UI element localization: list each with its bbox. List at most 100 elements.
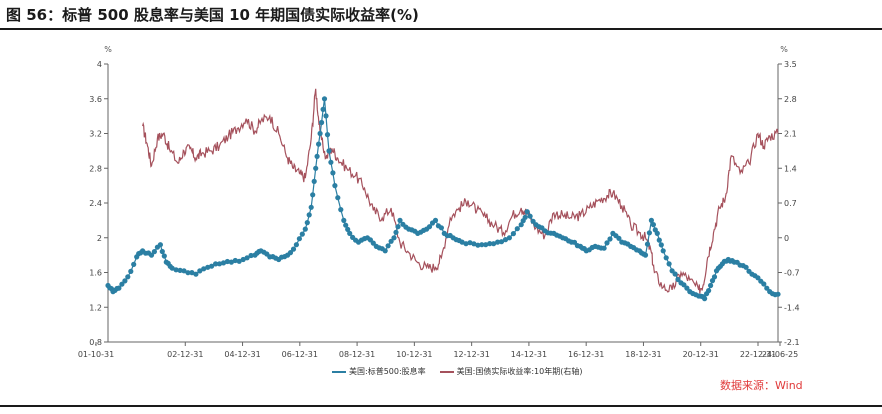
series-point-dividend [330,170,336,176]
series-point-dividend [341,217,347,223]
series-point-dividend [122,278,128,284]
series-point-dividend [228,259,234,265]
series-point-dividend [607,236,613,242]
series-point-dividend [646,230,653,236]
series-point-dividend [116,285,122,291]
series-point-dividend [642,252,649,258]
series-point-dividend [656,237,662,243]
series-point-dividend [151,249,157,255]
series-point-dividend [459,239,465,245]
right-tick-label: -0.7 [784,269,800,278]
series-point-dividend [332,183,338,189]
series-point-dividend [382,248,388,254]
right-tick-label: 2.8 [784,95,797,104]
series-point-dividend [495,239,501,245]
series-point-dividend [675,276,681,283]
series-point-dividend [128,268,134,274]
series-point-dividend [319,119,325,126]
series-point-dividend [644,241,651,247]
series-point-dividend [201,266,207,272]
right-tick-label: -2.1 [784,338,800,347]
series-point-dividend [397,217,403,223]
right-tick-label: 0 [784,234,789,243]
series-point-dividend [302,226,308,232]
series-point-dividend [321,96,328,102]
series-point-dividend [654,230,660,236]
right-tick-label: 2.1 [784,130,797,139]
legend-item-dividend: 美国:标普500:股息率 [332,366,426,377]
series-point-dividend [197,268,203,274]
legend-swatch-real-yield [439,370,454,373]
series-point-dividend [224,258,230,265]
series-point-dividend [189,270,195,276]
series-point-dividend [681,282,687,288]
series-point-dividend [185,270,191,276]
series-point-dividend [308,204,314,210]
left-tick-label: 3.2 [89,130,102,139]
x-tick-label: 18-12-31 [625,350,661,359]
bottom-rule [0,405,882,407]
series-point-dividend [498,239,505,245]
series-point-dividend [317,130,323,137]
legend-swatch-dividend [332,370,346,373]
series-point-dividend [764,285,770,291]
series-point-dividend [177,267,183,273]
series-point-dividend [524,209,530,215]
series-point-dividend [343,222,349,228]
x-tick-label: 14-12-31 [511,350,547,359]
series-point-dividend [708,282,714,289]
series-point-dividend [216,261,223,267]
series-point-dividend [775,291,781,297]
left-tick-label: 2 [97,234,102,243]
x-tick-label: 01-10-31 [78,350,114,359]
series-point-dividend [393,229,399,235]
series-point-dividend [232,257,238,264]
series-point-dividend [209,263,215,269]
series-point-dividend [702,296,708,302]
series-point-dividend [479,242,485,248]
series-point-dividend [324,132,331,138]
series-point-dividend [395,224,401,230]
series-point-dividend [370,240,376,246]
x-tick-label: 16-12-31 [568,350,604,359]
legend-label-real-yield: 美国:国债实际收益率:10年期(右轴) [456,367,583,376]
series-point-dividend [432,217,439,223]
series-point-dividend [125,274,131,280]
source-note: 数据来源：Wind [720,379,803,392]
series-point-dividend [483,242,489,248]
series-point-dividend [213,261,219,267]
series-point-dividend [426,224,433,230]
right-tick-label: 0.7 [784,199,797,208]
x-tick-label: 10-12-31 [396,350,432,359]
series-point-dividend [475,242,481,248]
series-point-dividend [169,265,175,271]
series-point-dividend [616,235,622,241]
left-tick-label: 1.2 [89,303,102,312]
series-point-dividend [306,212,312,218]
right-tick-label: -1.4 [784,303,800,312]
series-point-dividend [311,178,317,184]
series-point-dividend [220,260,227,266]
series-point-dividend [345,226,351,232]
x-tick-label: 22-12-31 [740,350,776,359]
series-point-dividend [193,271,199,277]
chart-title: 图 56：标普 500 股息率与美国 10 年期国债实际收益率(%) [6,6,419,24]
series-point-dividend [248,252,254,259]
x-tick-label: 24-06-25 [762,350,798,359]
x-tick-label: 02-12-31 [167,350,203,359]
series-point-dividend [347,230,353,236]
series-point-dividend [530,218,536,224]
series-point-dividend [672,271,678,277]
series-point-dividend [711,274,718,280]
series-point-dividend [755,275,761,281]
left-tick-label: 1.6 [89,269,102,278]
series-point-dividend [467,240,473,246]
right-unit-label: % [780,45,788,54]
series-point-dividend [491,241,497,247]
title-rule [0,28,882,30]
series-point-dividend [310,192,316,198]
series-point-dividend [660,248,666,254]
series-point-dividend [518,222,524,228]
right-tick-label: 3.5 [784,60,797,69]
left-unit-label: % [104,45,112,54]
